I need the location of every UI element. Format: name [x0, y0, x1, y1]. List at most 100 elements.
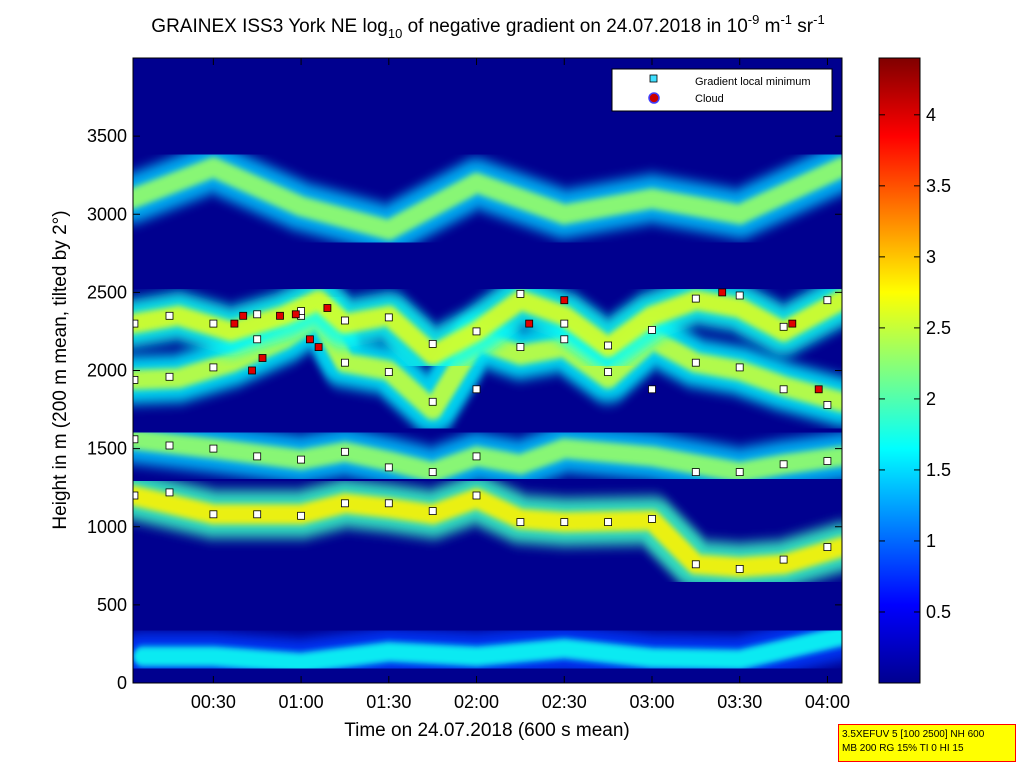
cloud-point	[248, 366, 256, 375]
gradient-minimum-point	[472, 491, 481, 500]
y-tick-label: 1000	[87, 517, 127, 537]
legend: Gradient local minimum Cloud	[611, 68, 833, 112]
layer-core	[133, 626, 842, 673]
y-tick-label: 3500	[87, 126, 127, 146]
gradient-minimum-point	[133, 491, 139, 500]
gradient-minimum-point	[823, 296, 832, 305]
gradient-minimum-point	[253, 335, 262, 344]
gradient-minimum-point	[735, 468, 744, 477]
colorbar-tick-label: 4	[926, 105, 936, 125]
gradient-minimum-point	[384, 499, 393, 508]
gradient-minimum-point	[823, 400, 832, 409]
gradient-minimum-point	[133, 319, 139, 328]
gradient-minimum-point	[516, 518, 525, 526]
gradient-minimum-point	[735, 363, 744, 372]
gradient-minimum-point	[823, 543, 832, 551]
cloud-markers	[230, 288, 823, 394]
y-axis: 0 500 1000 1500 2000 2500 3000 3500	[87, 126, 842, 693]
cloud-point	[323, 304, 332, 312]
gradient-minimum-point	[779, 385, 788, 394]
colorbar: 0.5 1 1.5 2 2.5 3 3.5 4	[878, 57, 951, 684]
cloud-point	[814, 385, 823, 394]
x-tick-label: 02:30	[542, 692, 587, 712]
cloud-point	[788, 319, 797, 328]
gradient-minimum-point	[560, 335, 569, 344]
gradient-minimum-point	[297, 455, 306, 464]
gradient-minimum-point	[253, 510, 262, 519]
gradient-minimum-point	[604, 518, 612, 526]
x-tick-label: 00:30	[191, 692, 236, 712]
colorbar-tick-label: 0.5	[926, 602, 951, 622]
gradient-minimum-point	[253, 452, 262, 461]
cloud-point	[230, 319, 239, 328]
gradient-minimum-point	[340, 499, 349, 508]
x-tick-label: 01:30	[366, 692, 411, 712]
y-tick-label: 2000	[87, 361, 127, 381]
gradient-minimum-point	[779, 322, 788, 331]
layer-core	[133, 157, 842, 240]
cloud-point	[239, 311, 248, 320]
gradient-minimum-point	[340, 316, 349, 325]
y-axis-label: Height in m (200 m mean, tilted by 2°)	[50, 210, 71, 529]
legend-cloud-marker	[648, 92, 660, 104]
gradient-minimum-point	[604, 341, 612, 350]
x-tick-label: 03:00	[629, 692, 674, 712]
gradient-minimum-point	[648, 325, 656, 334]
x-tick-label: 01:00	[279, 692, 324, 712]
colorbar-gradient	[878, 57, 921, 684]
gradient-minimum-point	[472, 385, 481, 394]
gradient-minimum-point	[165, 488, 174, 497]
cloud-point	[291, 310, 300, 319]
gradient-minimum-point	[691, 294, 700, 303]
info-box: 3.5XEFUV 5 [100 2500] NH 600 MB 200 RG 1…	[838, 724, 1016, 762]
gradient-minimum-point	[779, 460, 788, 469]
gradient-minimum-point	[428, 507, 437, 516]
gradient-minimum-point	[516, 289, 525, 298]
heatmap-area	[133, 58, 842, 683]
cloud-point	[718, 288, 727, 297]
gradient-minimum-point	[209, 319, 218, 328]
cloud-point	[276, 311, 284, 320]
y-tick-label: 0	[117, 673, 127, 693]
colorbar-tick-label: 1.5	[926, 460, 951, 480]
gradient-minimum-point	[779, 555, 788, 564]
colorbar-tick-label: 2	[926, 389, 936, 409]
gradient-minimum-point	[428, 397, 437, 406]
y-tick-label: 3000	[87, 204, 127, 224]
chart-title: GRAINEX ISS3 York NE log10 of negative g…	[151, 12, 824, 41]
gradient-minimum-point	[384, 368, 393, 377]
gradient-minimum-point	[165, 311, 174, 320]
gradient-minimum-point	[560, 518, 569, 526]
gradient-minimum-point	[648, 515, 656, 523]
cloud-point	[525, 319, 534, 328]
layer-core	[133, 429, 842, 483]
gradient-minimum-point	[209, 444, 218, 453]
colorbar-tick-label: 3	[926, 247, 936, 267]
gradient-minimum-point	[209, 510, 218, 519]
gradient-minimum-point	[735, 291, 744, 300]
gradient-minimum-point	[297, 511, 306, 520]
gradient-minimum-point	[133, 435, 139, 444]
gradient-minimum-point	[735, 565, 744, 573]
colorbar-tick-label: 2.5	[926, 318, 951, 338]
gradient-minimum-point	[253, 310, 262, 319]
x-tick-label: 03:30	[717, 692, 762, 712]
cloud-point	[258, 354, 267, 362]
gradient-minimum-markers	[133, 289, 832, 573]
gradient-minimum-point	[428, 468, 437, 477]
gradient-minimum-point	[823, 457, 832, 466]
y-tick-label: 500	[97, 595, 127, 615]
heatmap-layers	[133, 143, 842, 683]
colorbar-ticks: 0.5 1 1.5 2 2.5 3 3.5 4	[879, 105, 951, 622]
gradient-minimum-point	[691, 560, 700, 569]
gradient-minimum-point	[648, 385, 656, 394]
gradient-minimum-point	[472, 452, 481, 461]
gradient-minimum-point	[209, 363, 218, 372]
gradient-minimum-point	[165, 372, 174, 381]
cloud-point	[560, 296, 569, 305]
gradient-minimum-point	[604, 368, 612, 377]
info-line-1: 3.5XEFUV 5 [100 2500] NH 600	[842, 729, 985, 740]
x-tick-label: 02:00	[454, 692, 499, 712]
x-axis: 00:30 01:00 01:30 02:00 02:30 03:00 03:30 04:00	[191, 58, 850, 712]
